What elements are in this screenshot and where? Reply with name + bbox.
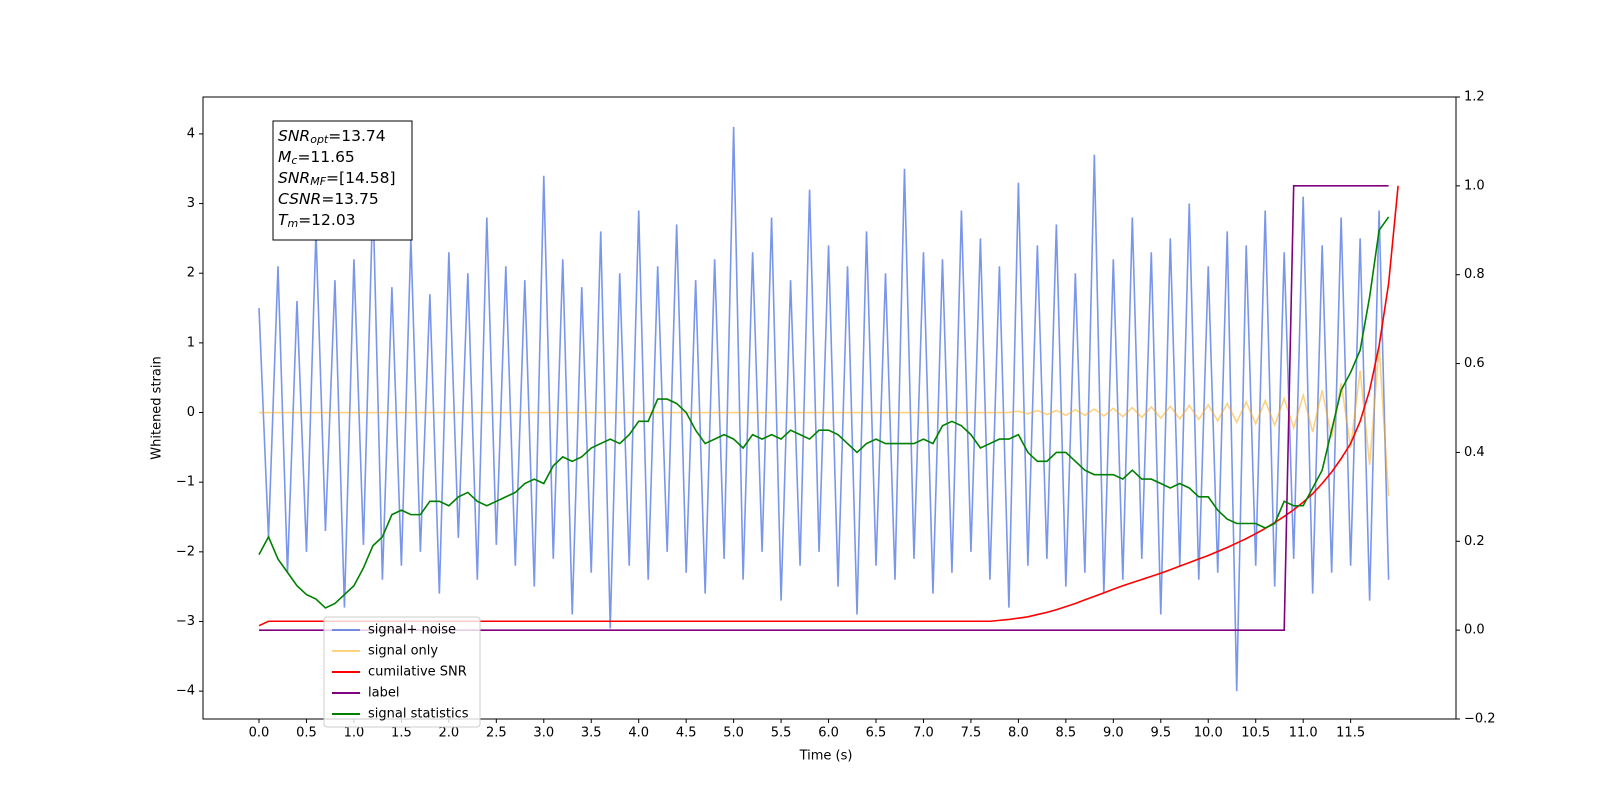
y-tick-label: −3 [176, 614, 195, 629]
axes-frame [202, 96, 1457, 720]
plot-area [258, 126, 1399, 692]
text-box-base: CSNR [278, 190, 321, 208]
text-box-base: M [278, 148, 291, 166]
text-box-base: SNR [278, 127, 310, 145]
text-box-sub: c [291, 154, 297, 167]
text-box-line: SNRopt=13.74 [278, 127, 386, 147]
x-tick-label: 5.0 [723, 726, 744, 741]
y2-tick-label: 1.0 [1464, 178, 1485, 193]
y-axis-label: Whitened strain [150, 356, 165, 459]
text-box-line: CSNR=13.75 [278, 190, 379, 208]
y2-tick-label: 0.0 [1464, 623, 1485, 638]
y-tick-label: −1 [176, 475, 195, 490]
x-axis-label: Time (s) [799, 749, 853, 764]
legend-label: signal+ noise [368, 623, 456, 638]
x-tick-label: 9.5 [1150, 726, 1171, 741]
y-tick-label: 2 [187, 266, 195, 281]
text-box-sub: opt [310, 133, 329, 146]
x-tick-label: 4.0 [628, 726, 649, 741]
x-tick-label: 0.5 [296, 726, 317, 741]
text-box-sub: m [287, 217, 298, 230]
legend-label: signal only [368, 644, 438, 659]
x-tick-label: 6.5 [866, 726, 887, 741]
x-tick-label: 7.5 [961, 726, 982, 741]
x-tick-label: 2.0 [439, 726, 460, 741]
y-tick-label: −4 [176, 684, 195, 699]
y-tick-label: 4 [187, 126, 195, 141]
x-tick-label: 10.0 [1194, 726, 1223, 741]
x-tick-label: 7.0 [913, 726, 934, 741]
x-tick-label: 0.0 [249, 726, 270, 741]
x-tick-label: 8.5 [1056, 726, 1077, 741]
y2-tick-label: 0.6 [1464, 356, 1485, 371]
y-tick-label: −2 [176, 544, 195, 559]
legend-label: cumilative SNR [368, 665, 467, 680]
legend-label: label [368, 686, 399, 701]
series-line [258, 216, 1390, 609]
x-tick-label: 8.0 [1008, 726, 1029, 741]
text-box-line: Tm=12.03 [278, 211, 356, 231]
x-tick-label: 3.0 [533, 726, 554, 741]
x-tick-label: 9.0 [1103, 726, 1124, 741]
legend-label: signal statistics [368, 707, 469, 722]
text-box-rest: =13.75 [321, 190, 378, 208]
y2-tick-label: 1.2 [1464, 90, 1485, 105]
text-box-line: SNRMF=[14.58] [278, 169, 396, 189]
x-tick-label: 2.5 [486, 726, 507, 741]
text-box: SNRopt=13.74Mc=11.65SNRMF=[14.58]CSNR=13… [272, 120, 413, 241]
y-tick-label: 3 [187, 196, 195, 211]
x-tick-label: 3.5 [581, 726, 602, 741]
y-tick-label: 1 [187, 335, 195, 350]
x-tick-label: 6.0 [818, 726, 839, 741]
text-box-rest: =13.74 [328, 127, 385, 145]
text-box-line: Mc=11.65 [278, 148, 355, 168]
series-line [259, 346, 1390, 497]
text-box-base: T [278, 211, 289, 229]
x-tick-label: 11.0 [1289, 726, 1318, 741]
series-line [258, 126, 1390, 692]
x-tick-label: 4.5 [676, 726, 697, 741]
text-box-base: SNR [278, 169, 310, 187]
x-tick-label: 5.5 [771, 726, 792, 741]
x-tick-label: 11.5 [1336, 726, 1365, 741]
text-box-rest: =12.03 [298, 211, 355, 229]
y2-tick-label: 0.2 [1464, 534, 1485, 549]
y-tick-label: 0 [187, 405, 195, 420]
y2-tick-label: 0.8 [1464, 267, 1485, 282]
legend-frame [323, 616, 481, 728]
x-tick-label: 10.5 [1241, 726, 1270, 741]
text-box-frame [272, 120, 413, 241]
text-box-rest: =11.65 [297, 148, 354, 166]
y2-tick-label: 0.4 [1464, 445, 1485, 460]
text-box-rest: =[14.58] [326, 169, 395, 187]
x-tick-label: 1.5 [391, 726, 412, 741]
text-box-sub: MF [310, 175, 326, 188]
legend: signal+ noise signal only cumilative SNR la… [323, 616, 481, 728]
x-tick-label: 1.0 [344, 726, 365, 741]
ticks: 0.0 0.5 1.0 1.5 2.0 2.5 3.0 3.5 4.0 4.5 5.0 5.5 6.0 6… [176, 90, 1496, 741]
y2-tick-label: −0.2 [1464, 712, 1496, 727]
